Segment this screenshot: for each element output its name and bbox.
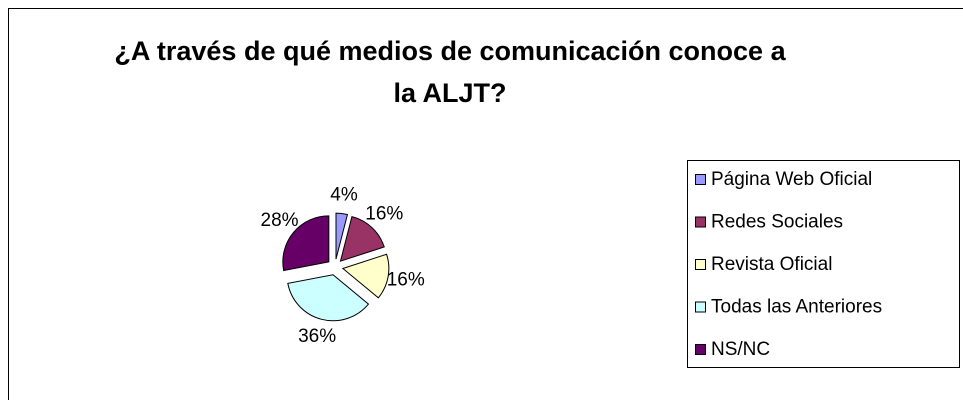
- data-label: 4%: [330, 185, 358, 206]
- pie-slice: [335, 212, 349, 260]
- legend-label: Revista Oficial: [711, 254, 832, 275]
- legend-label: Todas las Anteriores: [711, 297, 882, 318]
- legend-swatch: [695, 216, 706, 228]
- legend-swatch: [695, 301, 706, 313]
- data-label: 28%: [261, 210, 299, 231]
- pie-slice: [341, 253, 390, 299]
- legend-swatch: [695, 259, 706, 270]
- data-label: 16%: [387, 270, 425, 291]
- legend-label: Redes Sociales: [711, 212, 843, 233]
- data-label: 16%: [365, 204, 403, 225]
- pie-slice: [282, 215, 330, 272]
- legend-swatch: [695, 174, 706, 185]
- pie-slice: [287, 274, 370, 322]
- legend-swatch: [695, 344, 706, 355]
- legend-label: NS/NC: [711, 339, 770, 360]
- legend-label: Página Web Oficial: [711, 169, 872, 190]
- data-label: 36%: [298, 326, 336, 347]
- pie-slice: [339, 216, 385, 262]
- legend-box: [687, 160, 960, 368]
- chart-title: ¿A través de qué medios de comunicación …: [114, 36, 786, 108]
